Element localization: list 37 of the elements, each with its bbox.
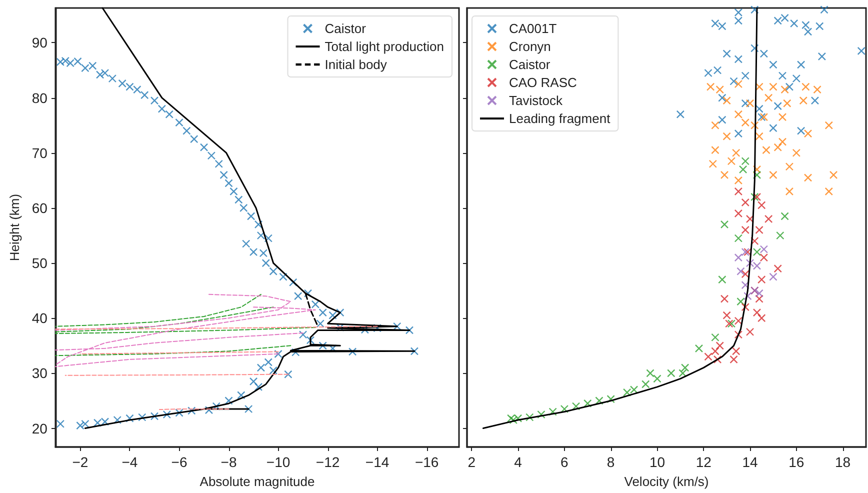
x-tick-label: −8	[220, 454, 237, 470]
y-tick-label: 40	[32, 310, 48, 326]
legend-label: Cronyn	[509, 39, 551, 54]
x-tick-label: −6	[171, 454, 188, 470]
x-axis-title: Velocity (km/s)	[624, 474, 709, 489]
x-tick-label: −10	[266, 454, 290, 470]
y-tick-label: 90	[32, 34, 48, 51]
x-tick-label: 14	[742, 454, 758, 470]
x-tick-label: −14	[365, 454, 390, 470]
y-tick-label: 80	[32, 90, 48, 106]
x-axis-title: Absolute magnitude	[200, 474, 315, 489]
x-tick-label: −16	[414, 454, 439, 470]
legend-label: CA001T	[509, 21, 557, 36]
y-axis-title: Height (km)	[7, 194, 22, 262]
y-tick-label: 30	[32, 365, 48, 382]
y-tick-label: 50	[32, 255, 48, 272]
legend-label: Total light production	[324, 39, 444, 54]
legend-label: Initial body	[324, 57, 388, 72]
legend-label: Leading fragment	[509, 111, 611, 126]
x-tick-label: 10	[649, 454, 666, 470]
x-tick-label: 18	[835, 454, 851, 470]
legend-label: Tavistock	[509, 93, 563, 108]
x-tick-label: −4	[122, 454, 138, 470]
x-tick-label: 16	[788, 454, 804, 470]
legend-label: Caistor	[509, 57, 551, 72]
x-tick-label: −12	[316, 454, 340, 470]
legend-label: Caistor	[324, 21, 367, 36]
x-tick-label: 4	[514, 454, 522, 470]
x-tick-label: 6	[560, 454, 569, 470]
y-tick-label: 60	[32, 200, 48, 216]
x-tick-label: −2	[72, 454, 88, 470]
y-tick-label: 20	[32, 420, 48, 436]
y-tick-label: 70	[32, 144, 48, 161]
x-tick-label: 8	[606, 454, 615, 470]
x-tick-label: 12	[696, 454, 712, 470]
x-tick-label: 2	[468, 454, 476, 470]
legend-label: CAO RASC	[509, 75, 577, 90]
